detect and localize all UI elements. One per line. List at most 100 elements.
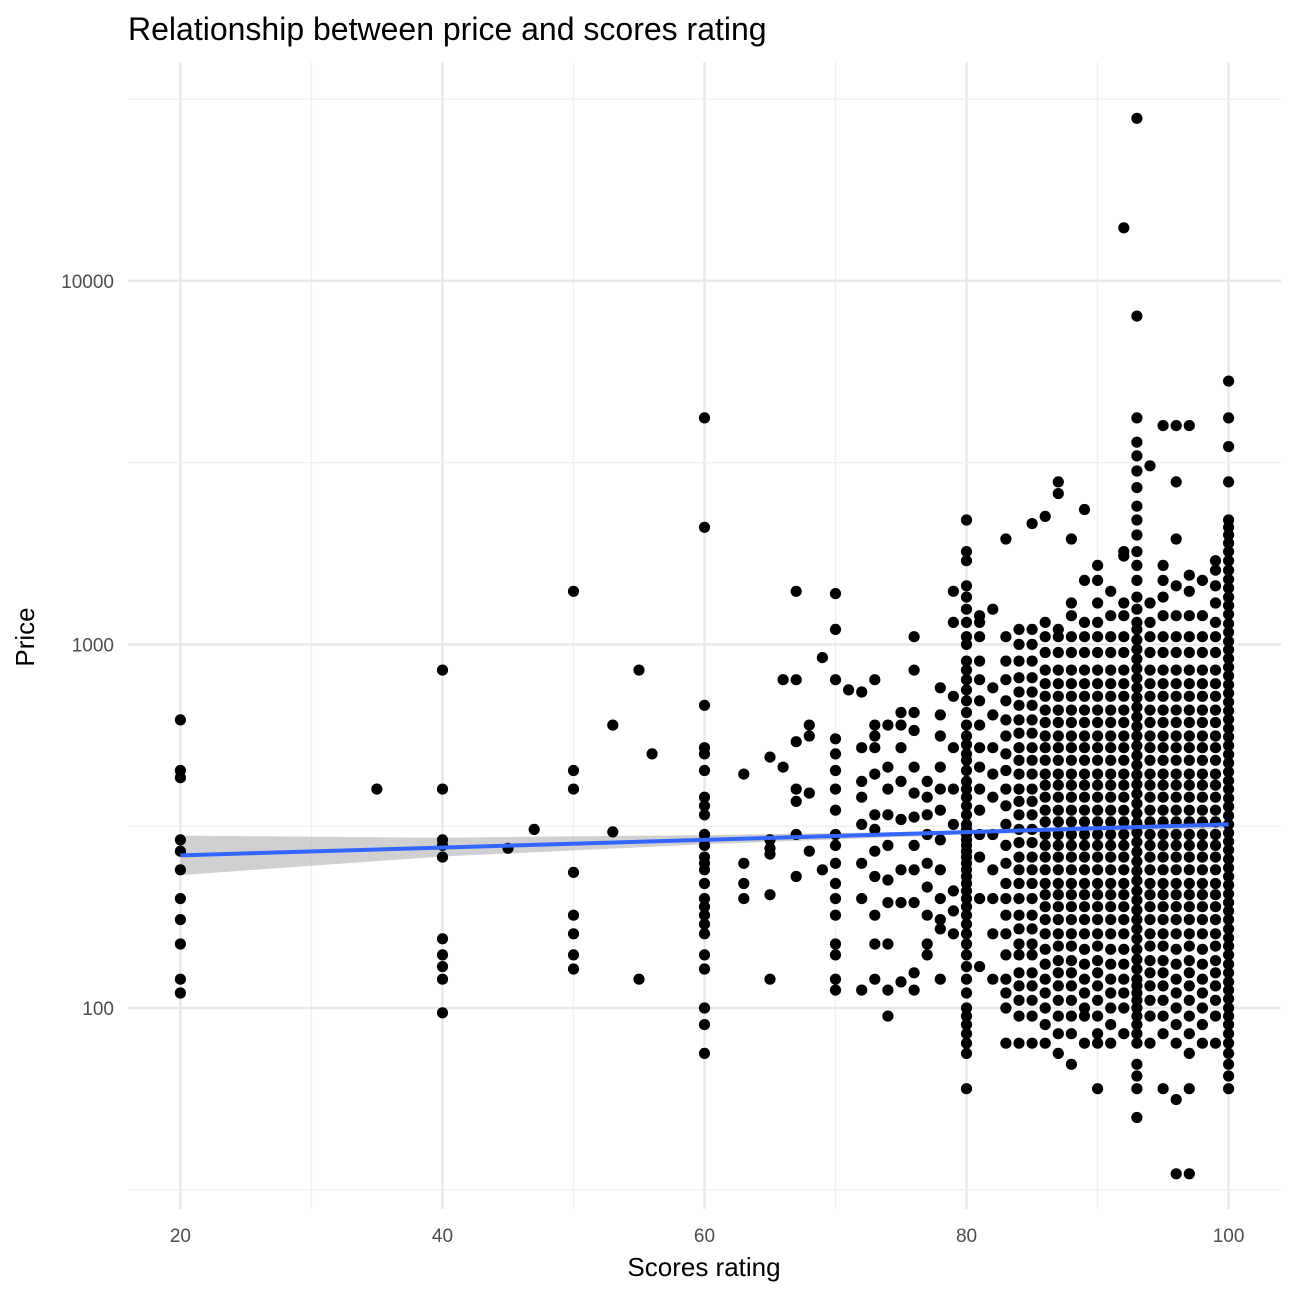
data-point [974, 742, 986, 754]
data-point [1105, 704, 1117, 716]
data-point [1157, 559, 1169, 572]
data-point [1013, 864, 1025, 876]
data-point [856, 818, 868, 831]
data-point [829, 674, 842, 686]
data-point [1131, 112, 1143, 124]
data-point [1170, 901, 1182, 913]
data-point [934, 864, 946, 876]
data-point [1092, 664, 1104, 676]
data-point [1131, 1002, 1143, 1014]
trend-line [180, 822, 1229, 858]
data-point [1105, 851, 1117, 863]
data-point [1013, 967, 1025, 979]
data-point [1183, 994, 1195, 1006]
data-point [960, 901, 973, 913]
data-point [1223, 1002, 1235, 1014]
data-point [987, 864, 999, 876]
data-point [947, 928, 960, 940]
data-point [1078, 664, 1091, 676]
data-point [803, 787, 815, 799]
data-point [1092, 742, 1104, 754]
data-point [1196, 779, 1208, 791]
data-point [1183, 678, 1195, 690]
data-point [829, 588, 842, 600]
data-point [1183, 864, 1195, 876]
data-point [960, 800, 973, 812]
data-point [1170, 716, 1182, 729]
data-point [1157, 704, 1169, 716]
data-point [974, 655, 986, 667]
data-point [1092, 828, 1104, 841]
data-point [1223, 713, 1235, 726]
data-point [1000, 533, 1012, 545]
data-point [174, 834, 186, 846]
data-point [1131, 546, 1143, 558]
data-point [1131, 663, 1143, 675]
data-point [1170, 987, 1182, 999]
data-point [1157, 690, 1169, 702]
data-point [1131, 692, 1143, 704]
data-point [1223, 564, 1235, 576]
data-point [1223, 696, 1235, 708]
data-point [567, 909, 580, 921]
data-point [1092, 1037, 1104, 1049]
data-point [987, 928, 999, 940]
data-point [1039, 1002, 1051, 1014]
data-point [1052, 928, 1064, 940]
data-point [1223, 888, 1235, 900]
data-point [1078, 987, 1091, 999]
data-point [1223, 853, 1235, 865]
data-point [1131, 634, 1143, 646]
data-point [1131, 643, 1143, 655]
data-point [947, 818, 960, 831]
data-point [1196, 704, 1208, 716]
data-point [1065, 994, 1077, 1006]
data-point [921, 809, 933, 821]
data-point [1000, 949, 1012, 961]
data-point [934, 761, 946, 773]
data-point [1196, 901, 1208, 913]
data-point [869, 909, 881, 921]
data-point [1105, 730, 1117, 742]
data-point [1039, 664, 1051, 676]
data-point [1157, 591, 1169, 603]
data-point [908, 967, 920, 979]
data-point [974, 610, 986, 622]
data-point [1078, 768, 1091, 780]
data-point [803, 845, 815, 857]
data-point [1078, 631, 1091, 643]
data-point [1000, 631, 1012, 643]
data-point [1131, 1037, 1143, 1049]
data-point [1157, 420, 1169, 432]
data-point [1144, 779, 1156, 791]
data-point [856, 984, 868, 996]
data-point [1209, 690, 1222, 702]
data-point [1065, 631, 1077, 643]
data-point [698, 809, 711, 821]
data-point [1026, 837, 1038, 849]
data-point [869, 938, 881, 950]
data-point [698, 521, 711, 533]
data-points [174, 112, 1235, 1180]
data-point [1157, 646, 1169, 659]
data-point [960, 1047, 973, 1059]
data-point [1157, 1083, 1169, 1095]
data-point [1209, 889, 1222, 901]
data-point [1026, 994, 1038, 1006]
data-point [882, 719, 894, 731]
data-point [1092, 889, 1104, 901]
data-point [1209, 877, 1222, 890]
data-point [1170, 730, 1182, 742]
data-point [1183, 914, 1195, 926]
data-point [947, 742, 960, 754]
data-point [895, 897, 907, 909]
data-point [1157, 631, 1169, 643]
data-point [869, 674, 881, 686]
data-point [1026, 923, 1038, 935]
data-point [1065, 955, 1077, 967]
data-point [829, 984, 842, 996]
data-point [1157, 901, 1169, 913]
data-point [1223, 844, 1235, 856]
data-point [174, 893, 186, 905]
data-point [1078, 1037, 1091, 1049]
